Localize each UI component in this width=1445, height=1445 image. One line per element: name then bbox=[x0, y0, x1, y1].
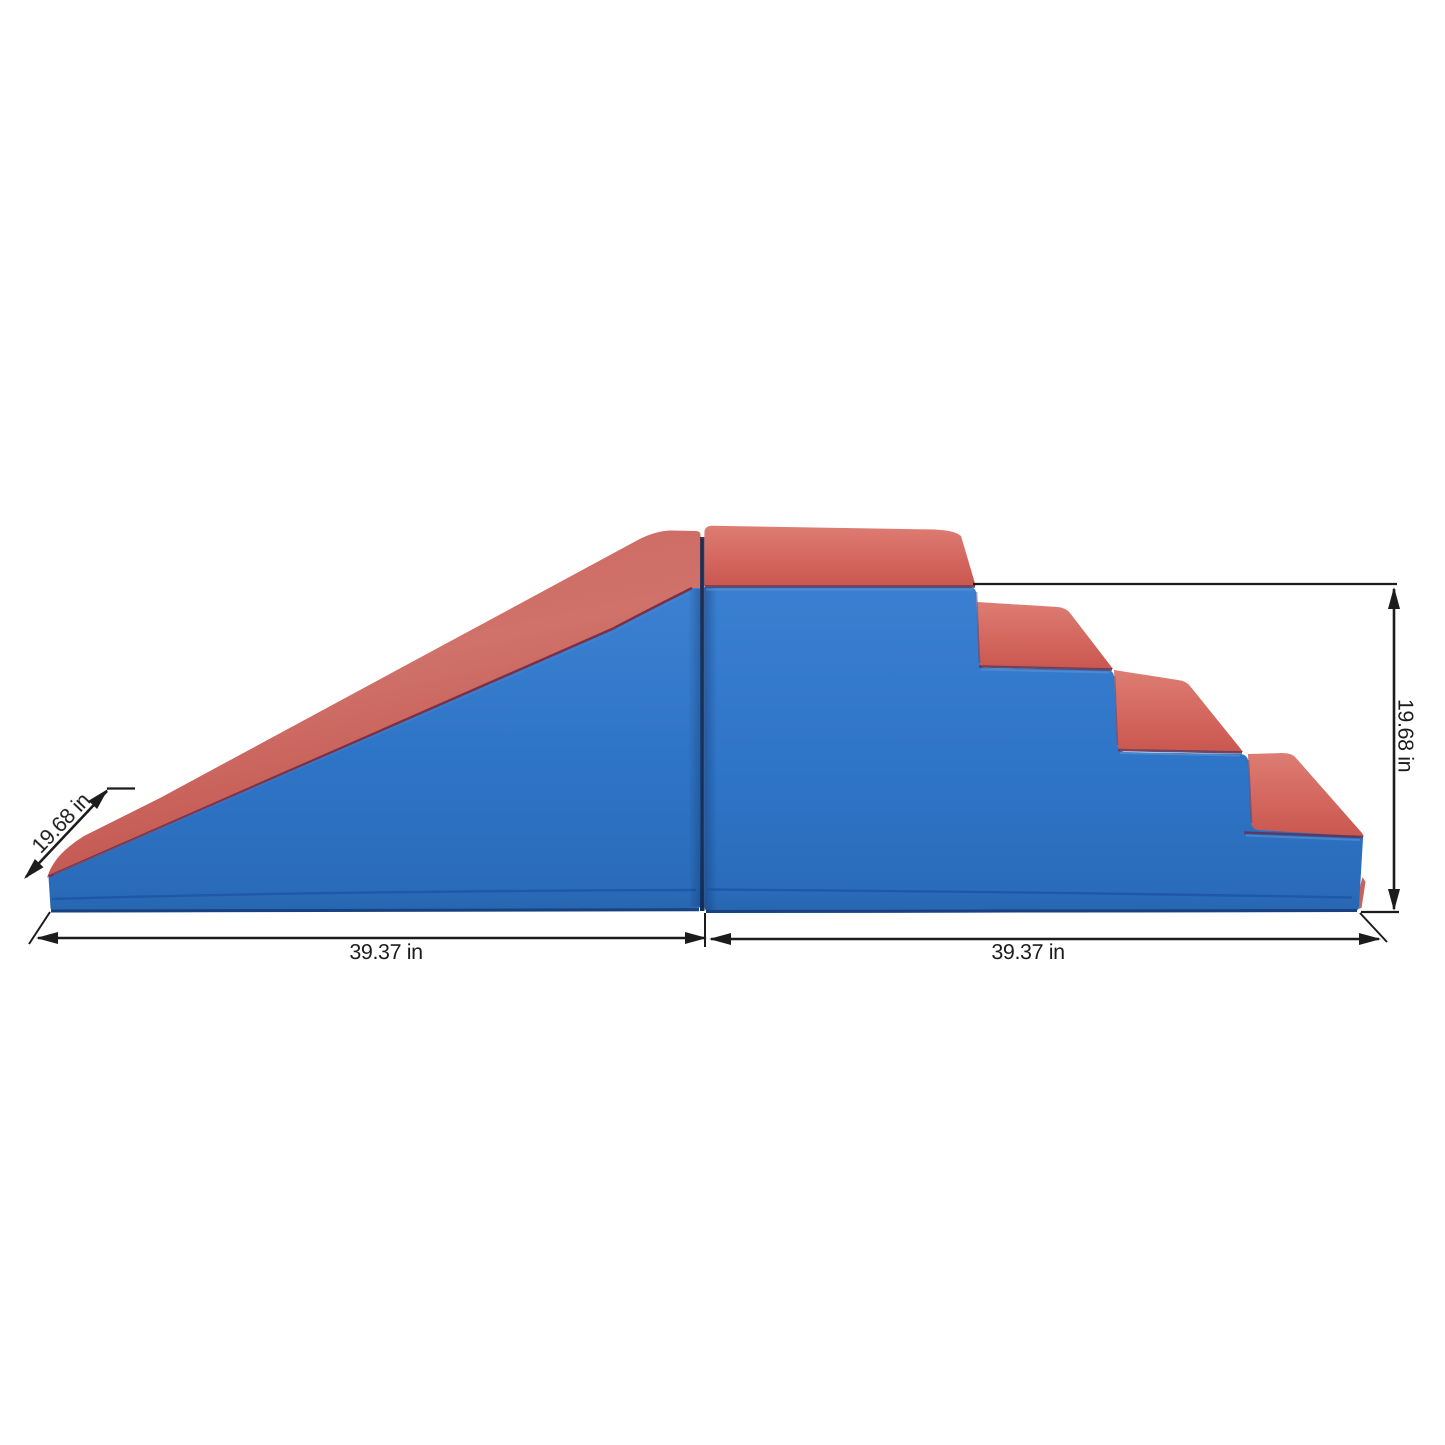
svg-text:39.37 in: 39.37 in bbox=[349, 940, 422, 964]
svg-text:19.68 in: 19.68 in bbox=[1394, 699, 1418, 772]
svg-text:39.37 in: 39.37 in bbox=[991, 940, 1064, 964]
